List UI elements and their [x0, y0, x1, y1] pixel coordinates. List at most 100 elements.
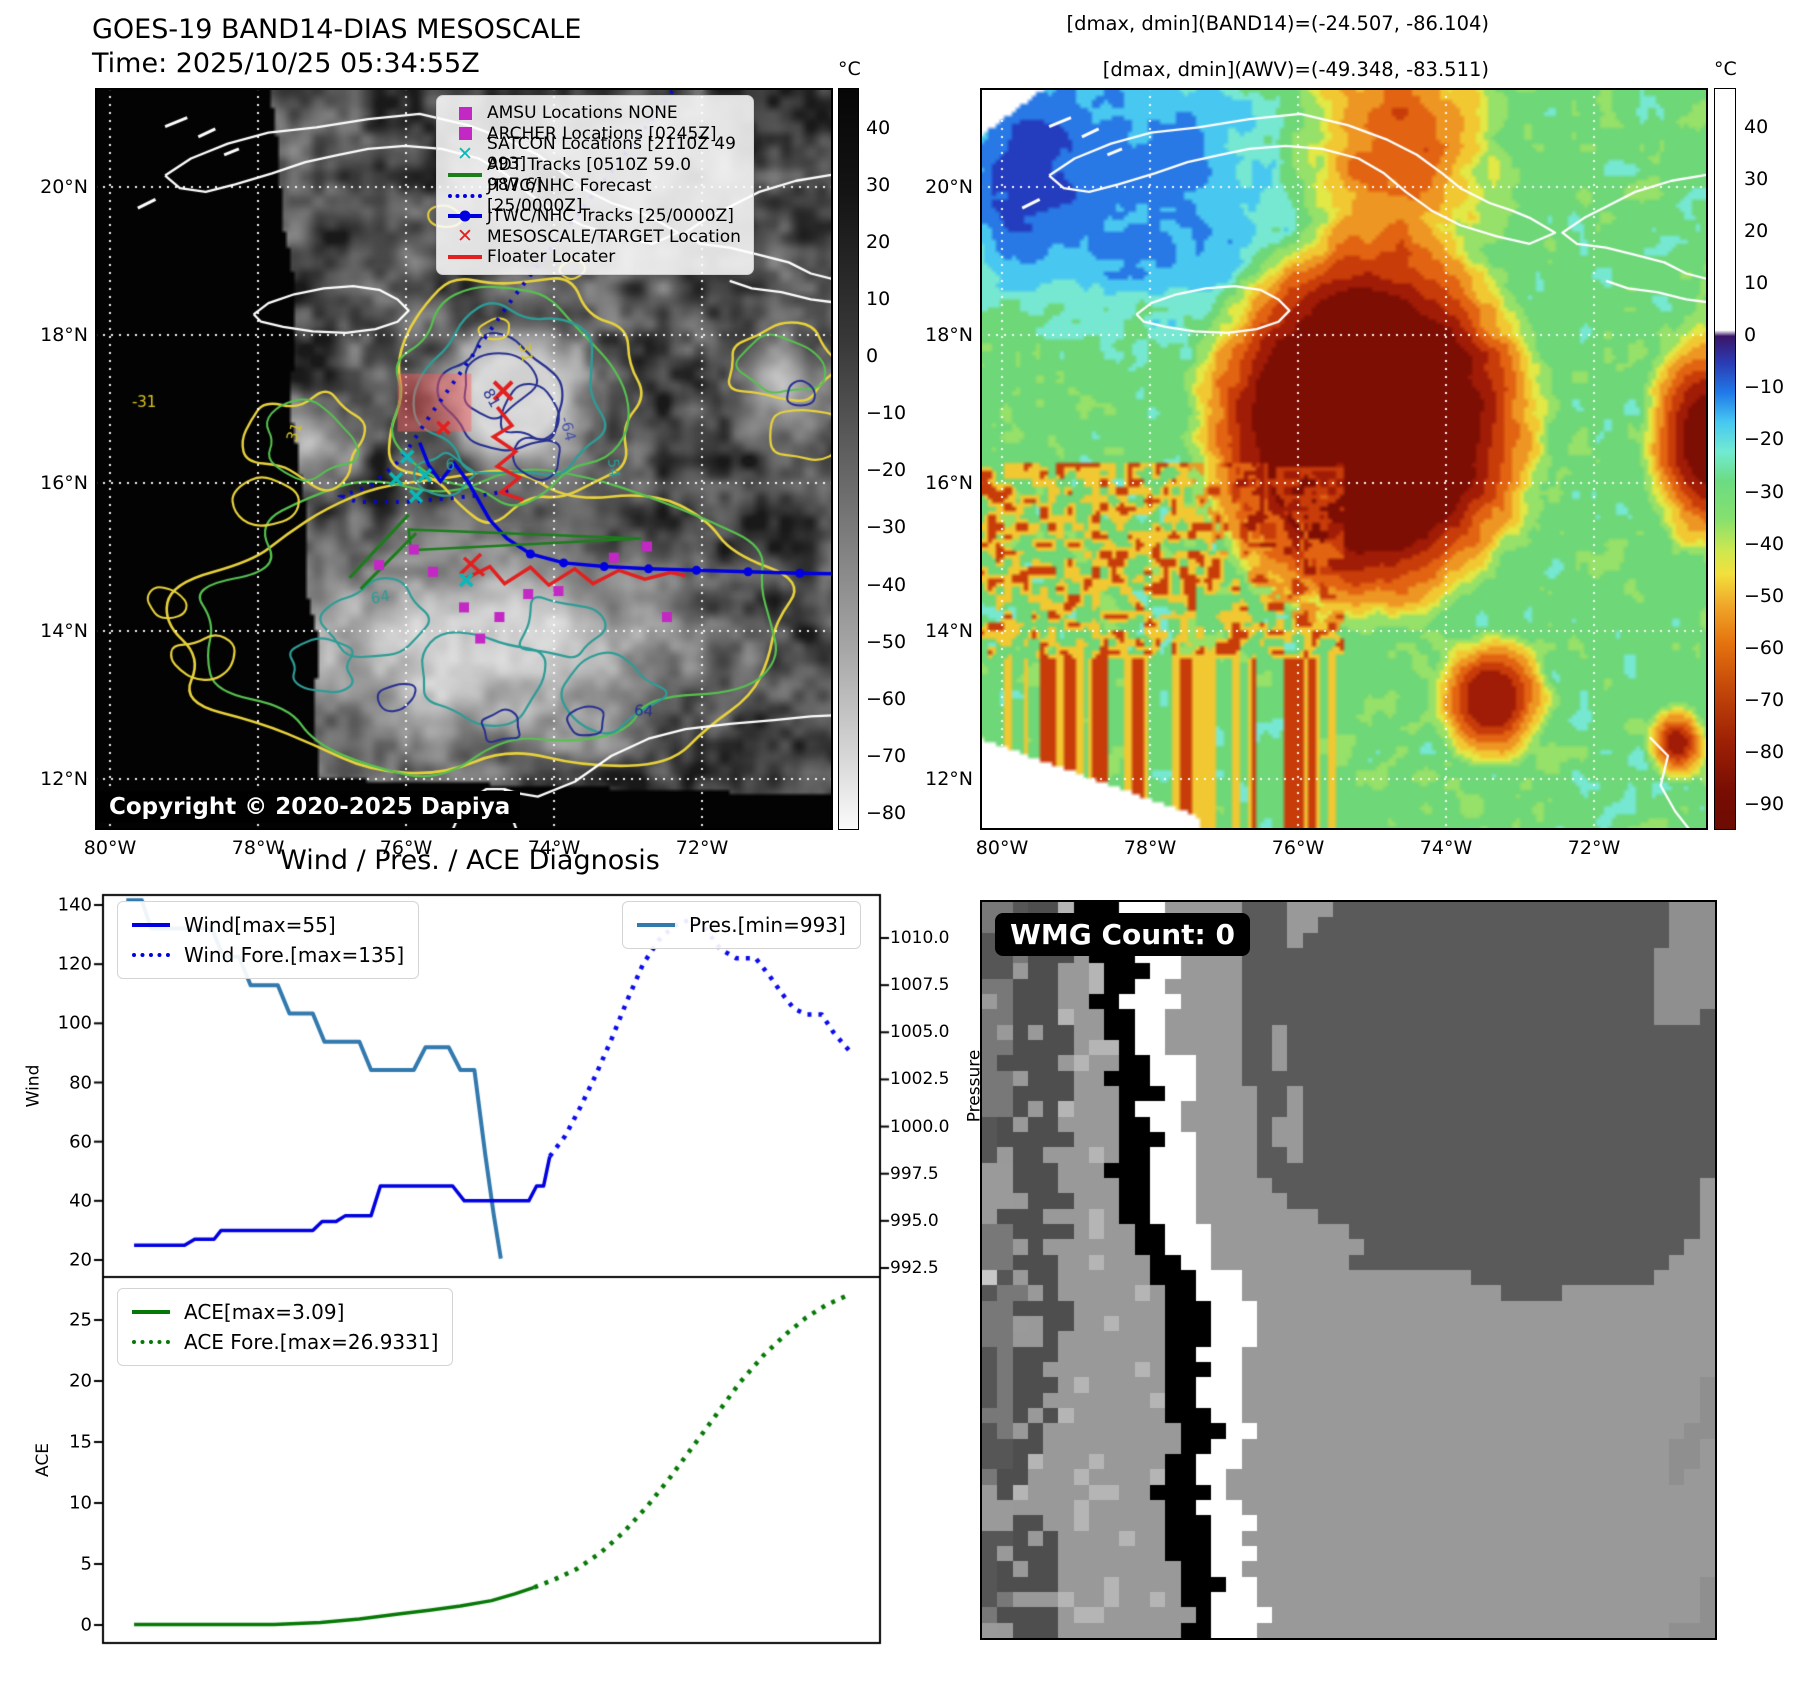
legend-marker — [443, 193, 487, 198]
band14-colorbar-unit: °C — [838, 58, 861, 80]
tick-label: 80°W — [83, 837, 137, 859]
tick-label: −10 — [1744, 376, 1785, 399]
x-marker-icon: ✕ — [457, 142, 473, 165]
tick-label: −10 — [866, 402, 907, 425]
legend-marker — [132, 1340, 184, 1344]
pressure-legend: Pres.[min=993] — [622, 901, 861, 949]
legend-item: Pres.[min=993] — [637, 910, 846, 940]
ace-legend: ACE[max=3.09] ACE Fore.[max=26.9331] — [117, 1288, 454, 1366]
legend-marker — [443, 210, 487, 222]
legend-marker — [443, 106, 487, 120]
tick-label: 40 — [1744, 116, 1769, 139]
line-marker-icon — [132, 923, 170, 927]
tick-label: 74°W — [1419, 837, 1473, 859]
legend-item: JTWC/NHC Tracks [25/0000Z] — [443, 206, 743, 227]
tick-label: 72°W — [1567, 837, 1621, 859]
legend-marker — [132, 1310, 184, 1314]
tick-label: 12°N — [925, 768, 973, 790]
tick-label: 10 — [1744, 272, 1769, 295]
legend-item: Floater Locater — [443, 247, 743, 268]
tick-label: 20 — [1744, 220, 1769, 243]
tick-label: 5 — [80, 1553, 92, 1575]
wmg-count-badge: WMG Count: 0 — [995, 913, 1250, 956]
tick-label: 0 — [80, 1614, 92, 1636]
tick-label: 78°W — [1123, 837, 1177, 859]
tick-label: 80 — [69, 1072, 92, 1093]
tick-label: 20°N — [40, 176, 88, 198]
line-marker-icon — [448, 173, 482, 178]
tick-label: 0 — [866, 345, 879, 368]
legend-label: MESOSCALE/TARGET Location — [487, 226, 741, 247]
tick-label: 25 — [69, 1309, 92, 1331]
square-marker-icon — [458, 127, 472, 141]
legend-label: Wind Fore.[max=135] — [184, 943, 405, 967]
goes-time: Time: 2025/10/25 05:34:55Z — [92, 48, 480, 79]
legend-marker — [443, 173, 487, 178]
legend-item: ARCHER Locations [0245Z] — [443, 124, 743, 145]
tick-label: 1000.0 — [890, 1116, 950, 1137]
diagnosis-chart-title: Wind / Pres. / ACE Diagnosis — [280, 845, 660, 876]
tick-label: 120 — [57, 953, 92, 975]
tick-label: 20 — [69, 1249, 92, 1271]
tick-label: 15 — [69, 1431, 92, 1453]
tick-label: 1005.0 — [890, 1022, 950, 1043]
legend-marker — [637, 923, 689, 927]
tick-label: 12°N — [40, 768, 88, 790]
band14-map-legend: AMSU Locations NONE ARCHER Locations [024… — [436, 95, 754, 275]
tick-label: 10 — [866, 288, 891, 311]
tick-label: 16°N — [40, 472, 88, 494]
tick-label: −40 — [866, 573, 907, 596]
tick-label: 30 — [1744, 168, 1769, 191]
tick-label: 76°W — [379, 837, 433, 859]
tick-label: 18°N — [925, 324, 973, 346]
line-dot-icon — [459, 210, 471, 222]
legend-item: ACE Fore.[max=26.9331] — [132, 1327, 438, 1357]
legend-item: ACE[max=3.09] — [132, 1297, 438, 1327]
legend-label: Pres.[min=993] — [689, 913, 846, 937]
tick-label: 74°W — [527, 837, 581, 859]
tick-label: −20 — [1744, 428, 1785, 451]
tick-label: 40 — [69, 1190, 92, 1212]
tick-label: −30 — [1744, 480, 1785, 503]
x-marker-icon: ✕ — [457, 225, 473, 248]
tick-label: 20°N — [925, 176, 973, 198]
legend-marker — [443, 127, 487, 141]
legend-item: ✕ MESOSCALE/TARGET Location — [443, 227, 743, 248]
dmax-awv: [dmax, dmin](AWV)=(-49.348, -83.511) — [1102, 58, 1489, 81]
legend-label: ACE Fore.[max=26.9331] — [184, 1330, 439, 1354]
legend-marker — [132, 923, 184, 927]
tick-label: 140 — [57, 894, 92, 916]
dotted-line-icon — [132, 953, 170, 957]
tick-label: 16°N — [925, 472, 973, 494]
tick-label: 100 — [57, 1012, 92, 1034]
tick-label: −80 — [866, 801, 907, 824]
tick-label: 10 — [69, 1492, 92, 1514]
tick-label: 0 — [1744, 324, 1757, 347]
legend-label: SATCON Locations [2110Z 49 993] — [487, 134, 736, 175]
tick-label: −80 — [1744, 740, 1785, 763]
legend-item: Wind[max=55] — [132, 910, 404, 940]
tick-label: −30 — [866, 516, 907, 539]
tick-label: −20 — [866, 459, 907, 482]
line-marker-icon — [637, 923, 675, 927]
legend-label: AMSU Locations NONE — [487, 103, 678, 124]
band14-colorbar — [838, 88, 859, 830]
tick-label: −70 — [866, 744, 907, 767]
tick-label: 72°W — [675, 837, 729, 859]
tick-label: 30 — [866, 174, 891, 197]
tick-label: 1007.5 — [890, 975, 950, 996]
tick-label: 20 — [69, 1370, 92, 1392]
tick-label: 14°N — [925, 620, 973, 642]
legend-label: Wind[max=55] — [184, 913, 336, 937]
awv-colorbar — [1714, 88, 1736, 830]
tick-label: 76°W — [1271, 837, 1325, 859]
tick-label: 997.5 — [890, 1163, 939, 1184]
legend-label: JTWC/NHC Forecast [25/0000Z] — [487, 175, 652, 216]
tick-label: −50 — [1744, 584, 1785, 607]
legend-label: Floater Locater — [487, 247, 616, 268]
copyright-watermark: Copyright © 2020-2025 Dapiya — [99, 791, 521, 823]
legend-marker: ✕ — [443, 142, 487, 165]
tick-label: −60 — [1744, 636, 1785, 659]
legend-item: ✕ SATCON Locations [2110Z 49 993] — [443, 134, 743, 174]
wmg-grid-map — [982, 902, 1715, 1638]
